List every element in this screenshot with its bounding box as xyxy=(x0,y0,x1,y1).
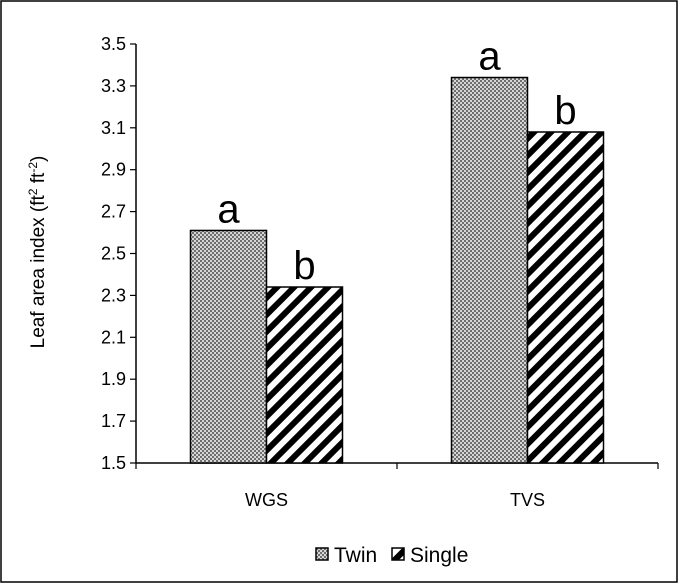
bar-twin-wgs xyxy=(189,229,268,464)
y-tick-label: 1.5 xyxy=(101,453,126,473)
legend-swatch-twin xyxy=(315,547,329,561)
bar-single-wgs xyxy=(265,286,344,464)
significance-label: a xyxy=(478,35,501,79)
y-axis: 1.5 1.7 1.9 2.1 2.3 2.5 2.7 2.9 3.1 3.3 3.5 xyxy=(101,34,659,473)
significance-label: b xyxy=(293,244,315,288)
y-tick-label: 1.9 xyxy=(101,369,126,389)
bars xyxy=(189,76,605,464)
bar-twin-tvs xyxy=(450,76,529,464)
y-tick-label: 2.7 xyxy=(101,202,126,222)
y-tick-label: 2.9 xyxy=(101,160,126,180)
y-tick-label: 2.3 xyxy=(101,285,126,305)
x-category-label: WGS xyxy=(245,490,288,510)
y-tick-label: 2.5 xyxy=(101,244,126,264)
significance-label: b xyxy=(554,89,576,133)
y-axis-title: Leaf area index (ft2 ft-2) xyxy=(26,156,49,349)
legend-label-single: Single xyxy=(410,544,468,567)
data-labels: a b WGS a b TVS xyxy=(217,35,576,510)
significance-label: a xyxy=(217,187,240,231)
legend: Twin Single xyxy=(315,544,468,567)
legend-label-twin: Twin xyxy=(334,544,377,567)
y-tick-label: 1.7 xyxy=(101,411,126,431)
legend-swatch-single xyxy=(391,547,405,561)
y-tick-label: 3.1 xyxy=(101,118,126,138)
y-tick-label: 2.1 xyxy=(101,327,126,347)
bar-single-tvs xyxy=(526,131,605,464)
y-tick-label: 3.5 xyxy=(101,34,126,54)
x-category-label: TVS xyxy=(510,490,545,510)
y-tick-label: 3.3 xyxy=(101,76,126,96)
